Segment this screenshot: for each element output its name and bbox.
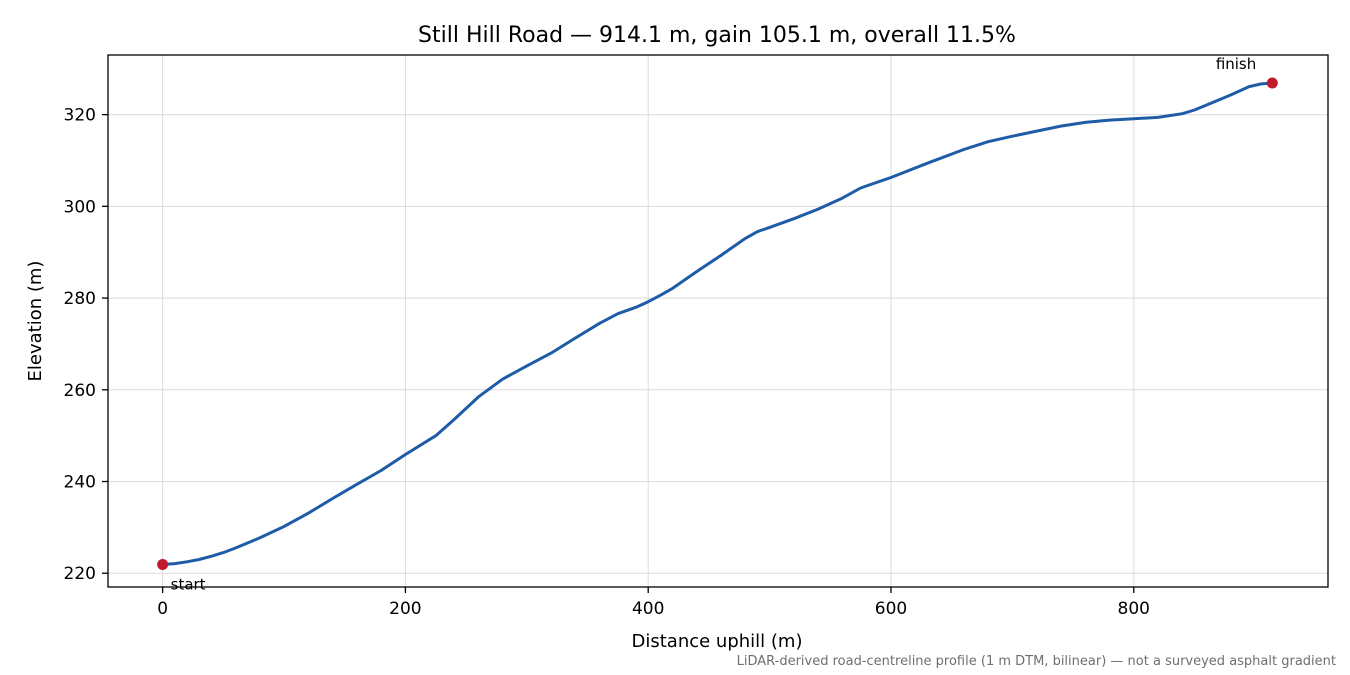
y-tick-label: 300 <box>64 197 96 217</box>
y-tick-label: 260 <box>64 381 96 401</box>
start-marker <box>157 559 169 571</box>
y-tick-label: 220 <box>64 564 96 584</box>
chart-title: Still Hill Road — 914.1 m, gain 105.1 m,… <box>418 23 1016 48</box>
y-tick-label: 280 <box>64 289 96 309</box>
x-tick-label: 0 <box>157 599 168 619</box>
plot-frame <box>107 54 1329 588</box>
data-source-caption: LiDAR-derived road-centreline profile (1… <box>737 654 1336 669</box>
x-tick-label: 200 <box>389 599 421 619</box>
finish-label: finish <box>1216 55 1256 73</box>
axis-ticks: 0 200 400 600 800 220 240 260 280 300 320 <box>64 106 1150 619</box>
finish-marker <box>1266 77 1278 89</box>
x-tick-label: 400 <box>632 599 664 619</box>
profile-line <box>161 81 1274 566</box>
annotations: start finish <box>157 55 1278 594</box>
y-axis-label: Elevation (m) <box>25 261 46 382</box>
grid <box>108 55 1328 587</box>
x-tick-label: 600 <box>875 599 907 619</box>
y-tick-label: 320 <box>64 106 96 126</box>
x-tick-label: 800 <box>1118 599 1150 619</box>
profile-series <box>161 81 1274 566</box>
y-tick-label: 240 <box>64 473 96 493</box>
start-label: start <box>171 576 206 594</box>
x-axis-label: Distance uphill (m) <box>632 631 803 652</box>
